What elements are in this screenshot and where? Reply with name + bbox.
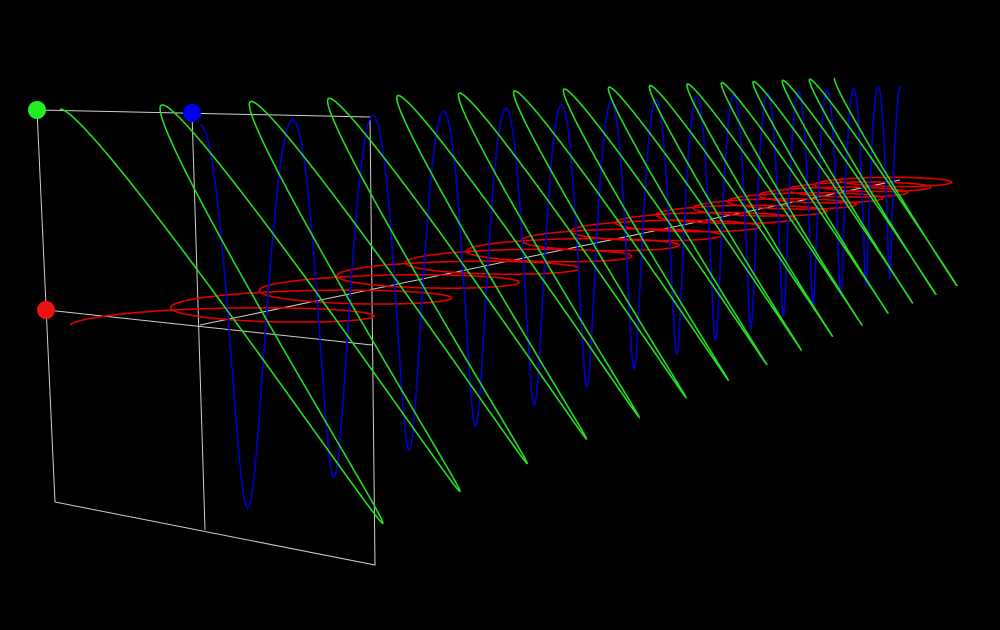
blue-marker: [183, 104, 201, 122]
red-marker: [37, 301, 55, 319]
frame-vertical-axis: [191, 112, 206, 531]
red-wave: [69, 176, 953, 326]
frame-outline: [36, 109, 376, 566]
waves: [60, 77, 959, 525]
green-marker: [28, 101, 46, 119]
green-wave: [60, 77, 959, 525]
blue-wave: [200, 85, 902, 509]
